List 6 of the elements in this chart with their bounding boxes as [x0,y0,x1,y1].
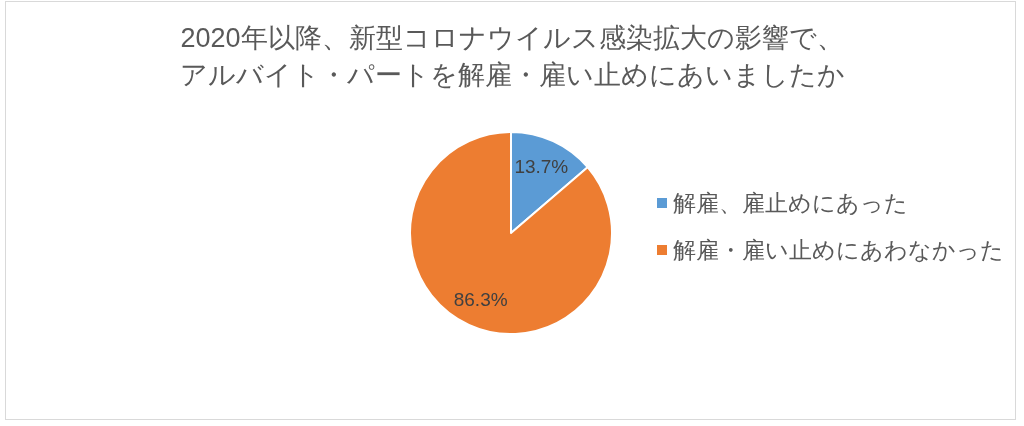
data-label: 86.3% [453,288,508,310]
chart-title: 2020年以降、新型コロナウイルス感染拡大の影響で、アルバイト・パートを解雇・雇い止めにあいましたか [179,23,845,90]
legend-label: 解雇、雇止めにあった [673,190,908,216]
pie-slice [409,131,613,335]
data-label: 13.7% [514,156,569,178]
legend-label: 解雇・雇い止めにあわなかった [673,237,1004,263]
